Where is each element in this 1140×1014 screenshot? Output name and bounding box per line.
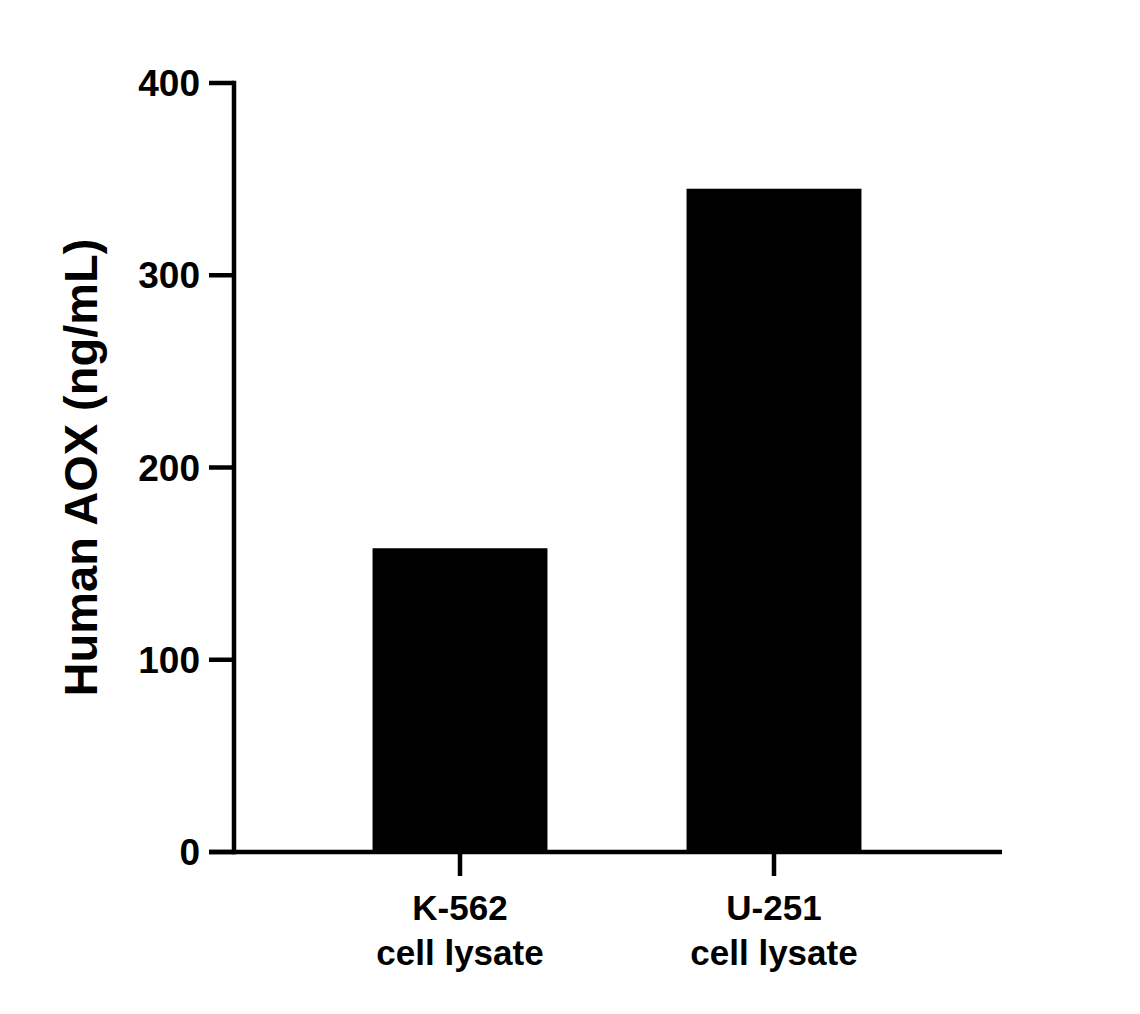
y-tick-label: 300: [138, 255, 200, 296]
chart-svg: 0 100 200 300 400 K-562 cell lysate U-251 cell l…: [0, 0, 1140, 1014]
y-tick: [209, 81, 234, 86]
bar: [373, 548, 548, 852]
bar: [687, 189, 862, 852]
bars: [373, 189, 862, 852]
y-tick: [209, 465, 234, 470]
x-tick-label-line: U-251: [726, 888, 821, 927]
y-tick-label: 400: [138, 63, 200, 104]
x-tick-label-line: cell lysate: [690, 933, 857, 972]
x-tick: [458, 852, 463, 876]
y-tick-label: 200: [138, 448, 200, 489]
y-tick: [209, 658, 234, 663]
x-tick-label: K-562 cell lysate: [376, 888, 543, 972]
y-tick-label: 0: [179, 832, 200, 873]
x-tick-label: U-251 cell lysate: [690, 888, 857, 972]
y-tick: [209, 850, 234, 855]
x-tick-label-line: cell lysate: [376, 933, 543, 972]
chart-container: 0 100 200 300 400 K-562 cell lysate U-251 cell l…: [0, 0, 1140, 1014]
y-tick: [209, 273, 234, 278]
x-tick-label-line: K-562: [412, 888, 507, 927]
x-axis-line: [209, 850, 1002, 855]
y-axis-label: Human AOX (ng/mL): [54, 239, 107, 697]
y-tick-label: 100: [138, 640, 200, 681]
x-tick: [772, 852, 777, 876]
